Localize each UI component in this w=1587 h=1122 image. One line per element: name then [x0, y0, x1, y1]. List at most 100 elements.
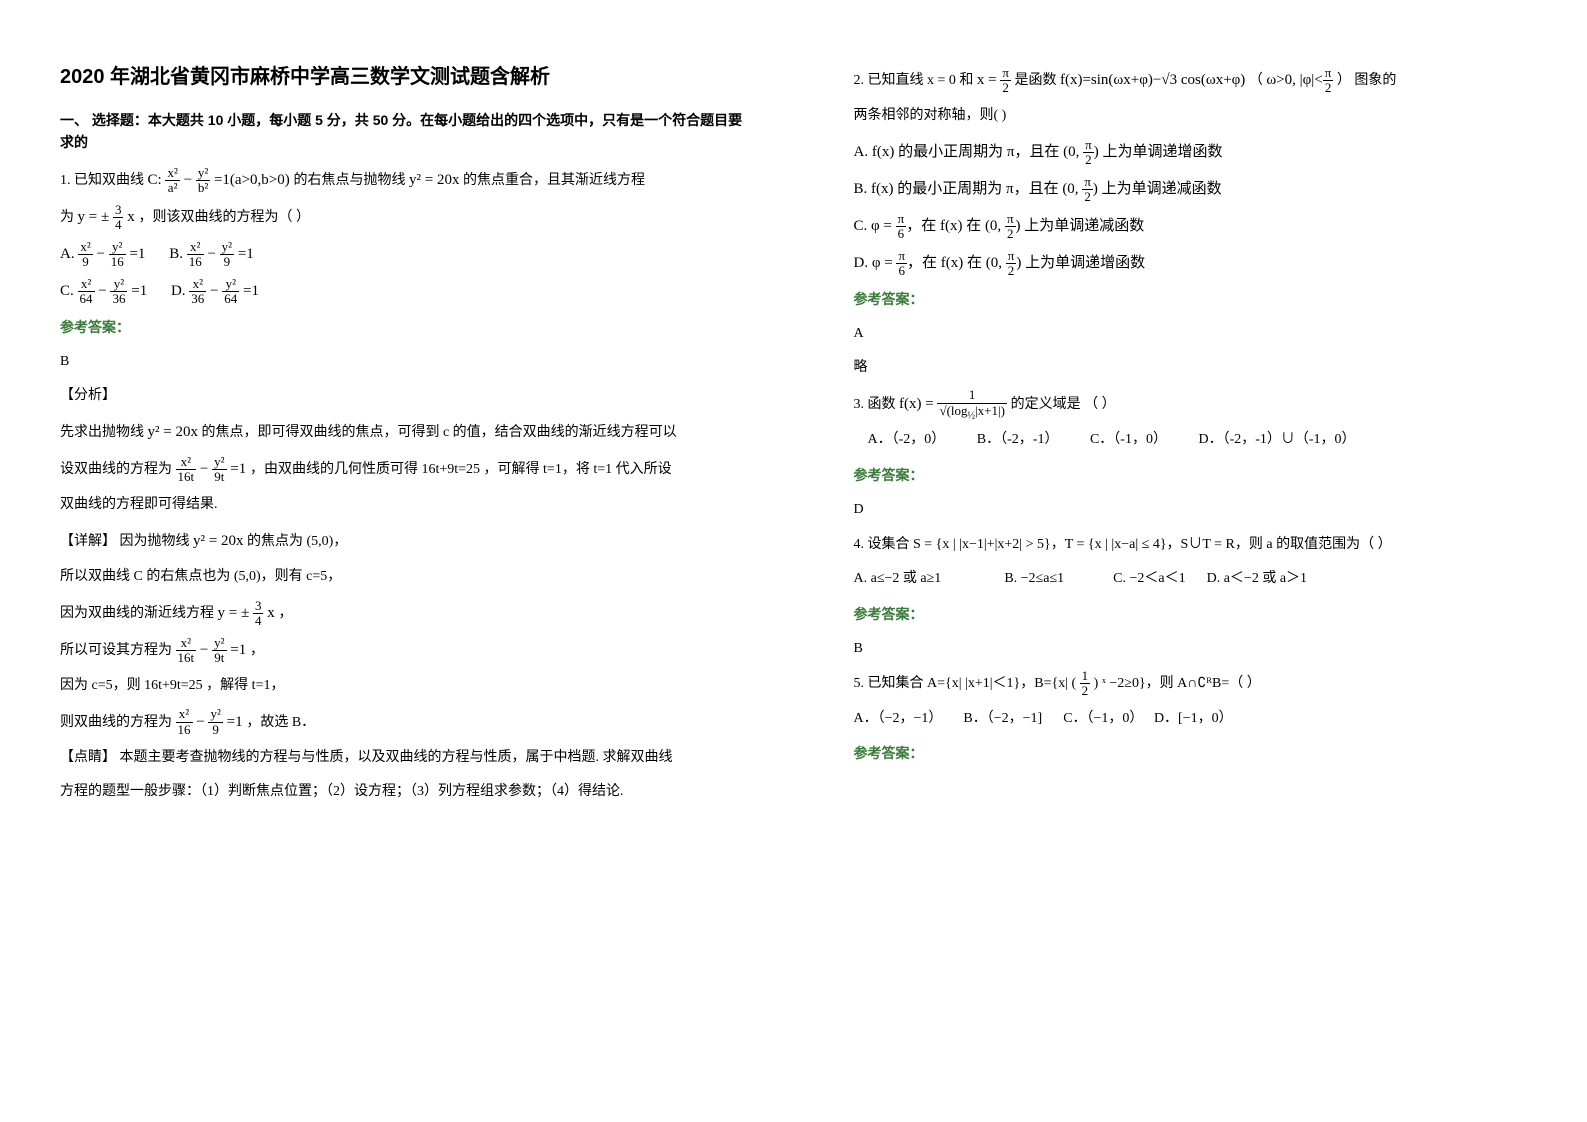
q1-d6b: ，故选 B． [246, 715, 315, 730]
q5-a: 5. 已知集合 A={x| |x+1|＜1}，B={x| ( [854, 676, 1077, 691]
q5-answer-label: 参考答案： [854, 738, 1548, 769]
q5-stem: 5. 已知集合 A={x| |x+1|＜1}，B={x| ( 12 ) ˣ −2… [854, 669, 1548, 700]
q5-optD: D．[−1，0） [1154, 711, 1233, 726]
q3-options: A．（-2，0） B．（-2，-1） C．（-1，0） D．（-2，-1）∪（-… [854, 425, 1548, 456]
q1-options-row2: C. x²64 − y²36 =1 D. x²36 − y²64 =1 [60, 275, 754, 308]
q1-detail-1: 【详解】 因为抛物线 y² = 20x 的焦点为 (5,0)， [60, 525, 754, 558]
q2-stem: 2. 已知直线 x = 0 和 x = π2 是函数 f(x)=sin(ωx+φ… [854, 64, 1548, 97]
q1-comment-1: 【点睛】 本题主要考查抛物线的方程与与性质，以及双曲线的方程与性质，属于中档题.… [60, 743, 754, 774]
q3-stem: 3. 函数 f(x) = 1√(log½|x+1|) 的定义域是 （ ） [854, 388, 1548, 421]
q3-optC: C．（-1，0） [1090, 432, 1167, 447]
q1-detail-6: 则双曲线的方程为 x²16 − y²9 =1 ，故选 B． [60, 706, 754, 739]
q1-options-row1: A. x²9 − y²16 =1 B. x²16 − y²9 =1 [60, 238, 754, 271]
q2-note: 略 [854, 353, 1548, 384]
left-column: 2020 年湖北省黄冈市麻桥中学高三数学文测试题含解析 一、 选择题：本大题共 … [0, 0, 794, 1122]
q5-optB: B．（−2，−1] [963, 711, 1042, 726]
q1-analysis-label: 【分析】 [60, 381, 754, 412]
q1-a2a: 设双曲线的方程为 [60, 462, 176, 477]
q1-d3f: y = ± 34 x [218, 605, 279, 621]
q2-f1: x = π2 [977, 72, 1011, 88]
q1-d1f: y² = 20x [193, 533, 243, 549]
q2-f2: f(x)=sin(ωx+φ)−√3 cos(ωx+φ) [1060, 72, 1245, 88]
q4-answer-label: 参考答案： [854, 599, 1548, 630]
q1-d4b: ， [250, 643, 264, 658]
q2-answer-label: 参考答案： [854, 284, 1548, 315]
section-heading: 一、 选择题：本大题共 10 小题，每小题 5 分，共 50 分。在每小题给出的… [60, 109, 754, 154]
q1-d6a: 则双曲线的方程为 [60, 715, 176, 730]
q4-options: A. a≤−2 或 a≥1 B. −2≤a≤1 C. −2＜a＜1 D. a＜−… [854, 564, 1548, 595]
q1-c1: 本题主要考查抛物线的方程与与性质，以及双曲线的方程与性质，属于中档题. 求解双曲… [120, 750, 673, 765]
q5-frac: 12 [1080, 669, 1091, 699]
q2-opt-b: B. f(x) 的最小正周期为 π，且在 (0, π2) 上为单调递减函数 [854, 173, 1548, 206]
q1-text-b: 的右焦点与抛物线 [294, 173, 410, 188]
q4-optC: C. −2＜a＜1 [1113, 571, 1185, 586]
q1-a1a: 先求出抛物线 [60, 425, 148, 440]
q5-optC: C．（−1，0） [1063, 711, 1143, 726]
q1-formula-asym: y = ± 34 x [78, 209, 139, 225]
q5-b: ) ˣ −2≥0}，则 A∩∁ᴿB=（ ） [1094, 676, 1261, 691]
q2-d: ） 图象的 [1337, 73, 1397, 88]
q2-opt-a: A. f(x) 的最小正周期为 π，且在 (0, π2) 上为单调递增函数 [854, 136, 1548, 169]
q3-answer: D [854, 495, 1548, 526]
q4-optB: B. −2≤a≤1 [1004, 571, 1064, 586]
q1-d1b: 的焦点为 (5,0)， [247, 534, 347, 549]
q1-d3b: ， [278, 606, 292, 621]
q1-comment-label: 【点睛】 [60, 750, 116, 765]
q2-stem-2: 两条相邻的对称轴，则( ) [854, 101, 1548, 132]
q2-c: （ [1249, 73, 1263, 88]
q1-formula-y2: y² = 20x [409, 172, 459, 188]
q2-a: 2. 已知直线 x = 0 和 [854, 73, 977, 88]
q1-stem-2: 为 y = ± 34 x ，则该双曲线的方程为（ ） [60, 201, 754, 234]
q4-stem: 4. 设集合 S = {x | |x−1|+|x+2| > 5}，T = {x … [854, 530, 1548, 561]
q2-opt-c: C. φ = π6，在 f(x) 在 (0, π2) 上为单调递减函数 [854, 210, 1548, 243]
q1-d1a: 因为抛物线 [120, 534, 194, 549]
q1-a1f: y² = 20x [148, 424, 198, 440]
q1-d4f: x²16t − y²9t =1 [176, 642, 250, 658]
q1-d3a: 因为双曲线的渐近线方程 [60, 606, 218, 621]
q2-optB-text: B. f(x) 的最小正周期为 π，且在 (0, π2) 上为单调递减函数 [854, 181, 1222, 197]
q1-comment-2: 方程的题型一般步骤：（1）判断焦点位置；（2）设方程；（3）列方程组求参数；（4… [60, 777, 754, 808]
q1-stem: 1. 已知双曲线 C: x²a² − y²b² =1(a>0,b>0) 的右焦点… [60, 164, 754, 197]
q1-analysis-2: 设双曲线的方程为 x²16t − y²9t =1 ，由双曲线的几何性质可得 16… [60, 453, 754, 486]
q2-optC-text: C. φ = π6，在 f(x) 在 (0, π2) 上为单调递减函数 [854, 218, 1145, 234]
q2-answer: A [854, 319, 1548, 350]
q1-opt-c: C. x²64 − y²36 =1 [60, 283, 151, 299]
q3-optB: B．（-2，-1） [977, 432, 1059, 447]
q3-f: f(x) = 1√(log½|x+1|) [899, 396, 1011, 412]
q1-detail-5: 因为 c=5，则 16t+9t=25 ，解得 t=1， [60, 671, 754, 702]
q1-text-a: 1. 已知双曲线 [60, 173, 148, 188]
q5-options: A．（−2，−1） B．（−2，−1] C．（−1，0） D．[−1，0） [854, 704, 1548, 735]
q1-formula-c: C: x²a² − y²b² =1(a>0,b>0) [148, 172, 294, 188]
q3-a: 3. 函数 [854, 397, 900, 412]
q3-answer-label: 参考答案： [854, 460, 1548, 491]
q1-analysis-1: 先求出抛物线 y² = 20x 的焦点，即可得双曲线的焦点，可得到 c 的值，结… [60, 416, 754, 449]
q3-optA: A．（-2，0） [868, 432, 946, 447]
q1-text-e: ，则该双曲线的方程为（ ） [138, 210, 310, 225]
q5-optA: A．（−2，−1） [854, 711, 943, 726]
q4-answer: B [854, 634, 1548, 665]
q1-detail-2: 所以双曲线 C 的右焦点也为 (5,0)，则有 c=5， [60, 562, 754, 593]
q1-opt-d: D. x²36 − y²64 =1 [171, 283, 259, 299]
q1-text-c: 的焦点重合，且其渐近线方程 [463, 173, 645, 188]
q4-optD: D. a＜−2 或 a＞1 [1207, 571, 1307, 586]
q1-a2f: x²16t − y²9t =1 [176, 461, 250, 477]
q3-optD: D．（-2，-1）∪（-1，0） [1198, 432, 1355, 447]
q1-opt-a: A. x²9 − y²16 =1 [60, 246, 149, 262]
q1-detail-label: 【详解】 [60, 534, 116, 549]
q2-opt-d: D. φ = π6，在 f(x) 在 (0, π2) 上为单调递增函数 [854, 247, 1548, 280]
q2-b: 是函数 [1014, 73, 1060, 88]
q1-text-d: 为 [60, 210, 78, 225]
q1-answer: B [60, 347, 754, 378]
q1-analysis-3: 双曲线的方程即可得结果. [60, 490, 754, 521]
page-title: 2020 年湖北省黄冈市麻桥中学高三数学文测试题含解析 [60, 60, 754, 89]
q1-detail-3: 因为双曲线的渐近线方程 y = ± 34 x ， [60, 597, 754, 630]
q3-b: 的定义域是 （ ） [1011, 397, 1116, 412]
q1-d4a: 所以可设其方程为 [60, 643, 176, 658]
q2-optA-text: A. f(x) 的最小正周期为 π，且在 (0, π2) 上为单调递增函数 [854, 144, 1223, 160]
q2-f3: ω>0, |φ|<π2 [1266, 72, 1333, 88]
q1-detail-4: 所以可设其方程为 x²16t − y²9t =1 ， [60, 634, 754, 667]
q1-d6f: x²16 − y²9 =1 [176, 714, 247, 730]
q4-optA: A. a≤−2 或 a≥1 [854, 571, 942, 586]
q1-a1b: 的焦点，即可得双曲线的焦点，可得到 c 的值，结合双曲线的渐近线方程可以 [201, 425, 676, 440]
q1-opt-b: B. x²16 − y²9 =1 [169, 246, 254, 262]
